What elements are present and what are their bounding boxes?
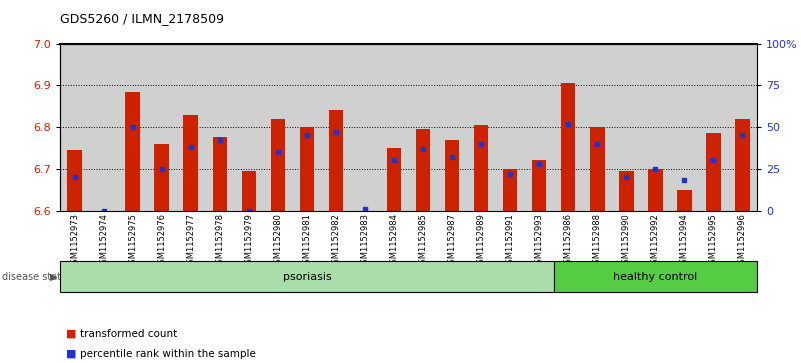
Bar bbox=[183, 114, 198, 211]
Text: healthy control: healthy control bbox=[614, 272, 698, 282]
Bar bbox=[706, 133, 721, 211]
Text: ▶: ▶ bbox=[50, 272, 57, 282]
Bar bbox=[590, 127, 605, 211]
Bar bbox=[300, 127, 314, 211]
Text: ■: ■ bbox=[66, 349, 76, 359]
Bar bbox=[271, 119, 285, 211]
Bar bbox=[416, 129, 430, 211]
Bar bbox=[474, 125, 489, 211]
Bar bbox=[242, 171, 256, 211]
Bar bbox=[67, 150, 82, 211]
Text: disease state: disease state bbox=[2, 272, 66, 282]
Bar bbox=[648, 169, 662, 211]
Bar bbox=[503, 169, 517, 211]
Bar bbox=[532, 160, 546, 211]
Bar bbox=[677, 189, 691, 211]
Bar bbox=[445, 140, 459, 211]
Text: psoriasis: psoriasis bbox=[283, 272, 332, 282]
Bar bbox=[387, 148, 401, 211]
Text: ■: ■ bbox=[66, 329, 76, 339]
Bar bbox=[155, 144, 169, 211]
Text: transformed count: transformed count bbox=[80, 329, 177, 339]
Text: GDS5260 / ILMN_2178509: GDS5260 / ILMN_2178509 bbox=[60, 12, 224, 25]
Bar bbox=[212, 138, 227, 211]
Bar bbox=[126, 91, 140, 211]
Bar bbox=[619, 171, 634, 211]
Bar bbox=[561, 83, 575, 211]
Text: percentile rank within the sample: percentile rank within the sample bbox=[80, 349, 256, 359]
Bar bbox=[735, 119, 750, 211]
Bar bbox=[328, 110, 343, 211]
